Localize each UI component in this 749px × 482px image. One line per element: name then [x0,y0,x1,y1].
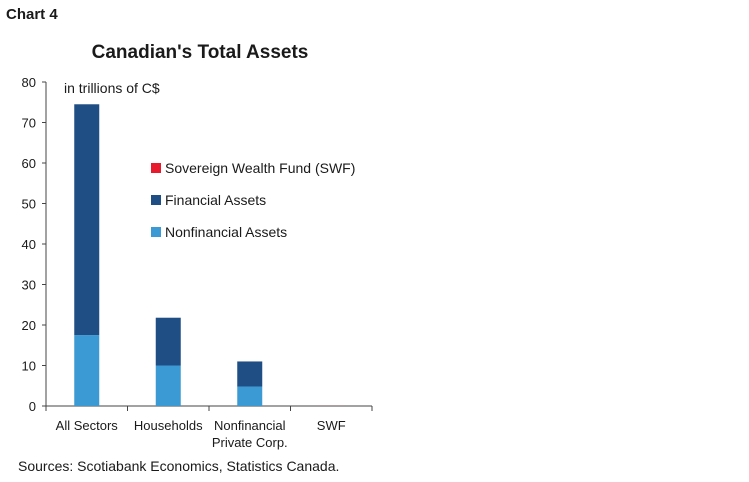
legend-label: Sovereign Wealth Fund (SWF) [165,160,356,176]
source-note: Sources: Scotiabank Economics, Statistic… [18,458,340,474]
bar-segment [74,335,100,406]
legend-item-nonfinancial: Nonfinancial Assets [151,216,355,248]
legend-label: Financial Assets [165,192,267,208]
chart-number: Chart 4 [6,6,58,23]
chart-title: Canadian's Total Assets [91,42,309,63]
x-tick-label: Private Corp. [212,435,288,450]
x-tick-label: SWF [317,418,346,433]
y-tick-label: 20 [22,318,36,333]
y-tick-label: 40 [22,237,36,252]
y-tick-label: 0 [29,399,36,414]
legend: Sovereign Wealth Fund (SWF) Financial As… [151,152,355,248]
legend-swatch [151,195,161,205]
y-axis-unit-label: in trillions of C$ [64,80,160,96]
bar-segment [74,104,100,336]
y-tick-label: 50 [22,197,36,212]
y-tick-label: 10 [22,359,36,374]
y-tick-label: 70 [22,116,36,131]
y-tick-label: 30 [22,278,36,293]
bar-segment [155,317,181,366]
y-tick-label: 60 [22,156,36,171]
legend-swatch [151,163,161,173]
bar-segment [155,365,181,406]
bar-segment [237,361,263,387]
y-tick-label: 80 [22,75,36,90]
x-tick-label: Households [134,418,203,433]
legend-item-swf: Sovereign Wealth Fund (SWF) [151,152,355,184]
bar-segment [237,386,263,406]
x-tick-label: Nonfinancial [214,418,286,433]
legend-item-financial: Financial Assets [151,184,355,216]
x-tick-label: All Sectors [56,418,119,433]
legend-swatch [151,227,161,237]
legend-label: Nonfinancial Assets [165,224,288,240]
